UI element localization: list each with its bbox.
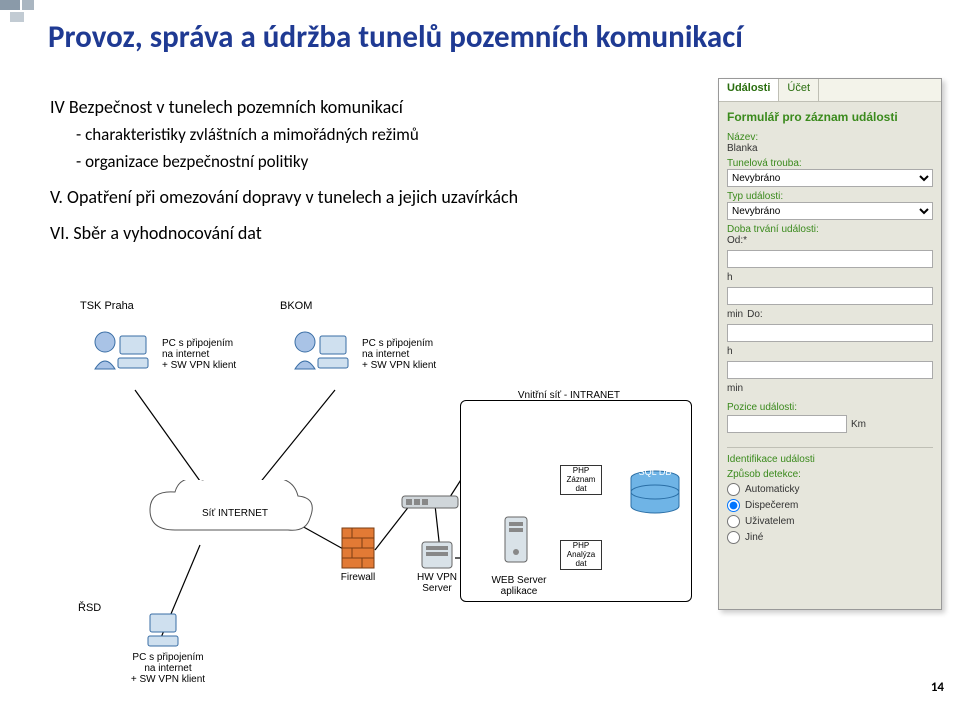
pc-bkom (285, 324, 365, 387)
do-label: Do: (747, 309, 763, 320)
web-server (495, 512, 545, 575)
type-label: Typ události: (727, 191, 933, 202)
form-title: Formulář pro záznam události (727, 110, 933, 124)
body-block: IV Bezpečnost v tunelech pozemních komun… (50, 90, 680, 250)
h1: h (727, 272, 733, 283)
radio-auto[interactable] (727, 483, 740, 496)
pc3-label: PC s připojenímna internet+ SW VPN klien… (123, 652, 213, 685)
opt-user: Uživatelem (745, 516, 794, 527)
opt-other: Jiné (745, 532, 763, 543)
webserver-label: WEB Serveraplikace (484, 575, 554, 597)
tab-account[interactable]: Účet (779, 79, 819, 101)
type-select[interactable]: Nevybráno (727, 202, 933, 220)
name-value: Blanka (727, 143, 933, 154)
vpn-label: HW VPNServer (410, 572, 464, 594)
radio-other[interactable] (727, 531, 740, 544)
sqldb-label: SQL DB (630, 468, 680, 478)
tunnel-label: Tunelová trouba: (727, 158, 933, 169)
label-rsd: ŘSD (78, 602, 101, 614)
tunnel-select[interactable]: Nevybráno (727, 169, 933, 187)
section-v: V. Opatření při omezování dopravy v tune… (50, 186, 680, 208)
ident-label: Identifikace události (727, 447, 933, 465)
pc2-label: PC s připojenímna internet+ SW VPN klien… (362, 338, 442, 371)
h2: h (727, 346, 733, 357)
cloud-label: Síť INTERNET (190, 508, 280, 519)
od-label: Od:* (727, 235, 747, 246)
section-vi: VI. Sběr a vyhodnocování dat (50, 222, 680, 244)
position-label: Pozice události: (727, 402, 933, 413)
label-bkom: BKOM (280, 300, 312, 312)
name-label: Název: (727, 132, 933, 143)
pc-rsd (130, 612, 210, 657)
form-tabs: Události Účet (719, 79, 941, 102)
od-h[interactable] (727, 250, 933, 268)
bullet-2: organizace bezpečnostní politiky (76, 151, 680, 172)
cloud-internet: Síť INTERNET (145, 480, 315, 553)
od-min[interactable] (727, 287, 933, 305)
firewall-label: Firewall (338, 572, 378, 583)
php-analyze: PHPAnalýzadat (560, 540, 602, 570)
duration-label: Doba trvání události: (727, 224, 933, 235)
do-h[interactable] (727, 324, 933, 342)
php-record: PHPZáznamdat (560, 465, 602, 495)
pc-tsk (85, 324, 165, 387)
label-tsk: TSK Praha (80, 300, 134, 312)
network-diagram: TSK Praha BKOM PC s připojenímna interne… (40, 300, 700, 680)
detect-label: Způsob detekce: (727, 469, 933, 480)
min-label-1: min (727, 309, 743, 320)
section-iv: IV Bezpečnost v tunelech pozemních komun… (50, 96, 680, 118)
router (400, 488, 460, 517)
bullet-1: charakteristiky zvláštních a mimořádných… (76, 124, 680, 145)
min-label-2: min (727, 383, 743, 394)
page-number: 14 (931, 680, 944, 695)
vpn-server (420, 540, 454, 573)
page-title: Provoz, správa a údržba tunelů pozemních… (48, 18, 743, 56)
km-label: Km (851, 419, 866, 430)
intranet-label: Vnitřní síť - INTRANET (470, 390, 620, 401)
do-min[interactable] (727, 361, 933, 379)
radio-disp[interactable] (727, 499, 740, 512)
firewall (340, 526, 376, 573)
pc1-label: PC s připojenímna internet+ SW VPN klien… (162, 338, 242, 371)
form-screenshot: Události Účet Formulář pro záznam událos… (718, 78, 942, 610)
opt-disp: Dispečerem (745, 500, 798, 511)
tab-events[interactable]: Události (719, 79, 779, 101)
position-input[interactable] (727, 415, 847, 433)
radio-user[interactable] (727, 515, 740, 528)
opt-auto: Automaticky (745, 484, 799, 495)
